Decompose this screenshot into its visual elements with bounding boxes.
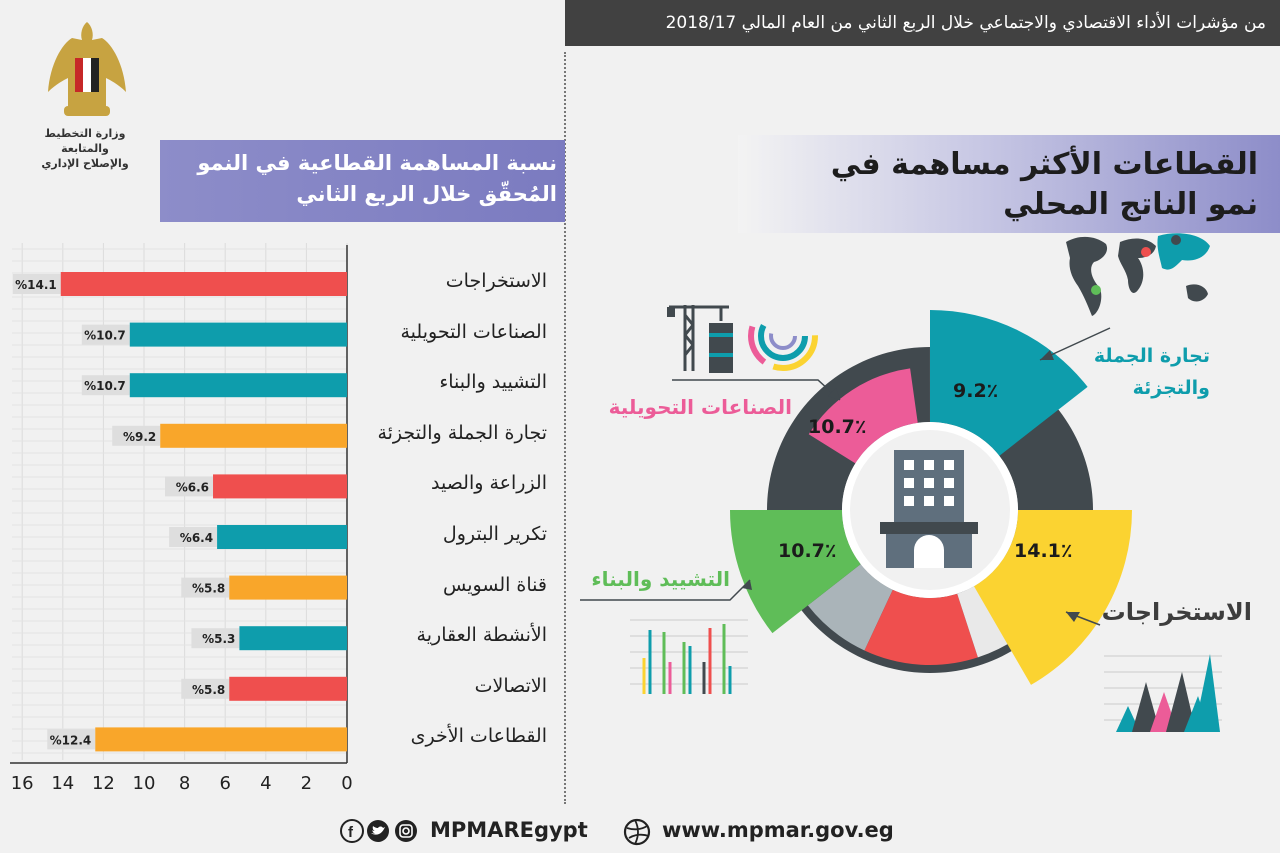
ring-value-label: 14.1٪ [1014,540,1073,562]
bar-value-box [81,324,130,345]
bar-value-label: %6.4 [180,531,213,545]
mini-area-chart-icon [1104,654,1222,732]
x-tick-label: 12 [91,773,115,794]
building-icon [880,450,978,568]
x-tick-label: 16 [10,773,34,794]
ring-neutral-segment [864,589,978,665]
bar-category-label: التشييد والبناء [439,371,547,394]
left-chart-title: نسبة المساهمة القطاعية في النمو المُحقّق… [160,140,565,222]
ring-value-label: 9.2٪ [953,380,999,402]
bar-category-label: قناة السويس [443,573,547,596]
bar-value-label: %5.3 [202,632,235,646]
website-link[interactable]: www.mpmar.gov.eg [662,818,894,842]
bar-value-box [181,577,230,598]
x-tick-label: 10 [132,773,156,794]
ring-slice [808,368,918,464]
bar-value-label: %10.7 [84,379,126,393]
eagle-emblem-icon [48,22,126,116]
label-extractions: الاستخراجات [1101,598,1252,626]
x-tick-label: 2 [300,773,313,794]
label-construction: التشييد والبناء [591,567,730,591]
label-manufacturing: الصناعات التحويلية [608,395,792,419]
ring-value-label: 10.7٪ [808,416,867,438]
bar-value-box [191,628,240,649]
x-tick-label: 6 [219,773,231,794]
bar-category-label: الاتصالات [474,674,547,697]
ministry-name-line2: والإصلاح الإداري [41,157,129,170]
bar-value-label: %10.7 [84,329,126,343]
circular-progress-icon [748,301,818,371]
web-globe-icon [623,818,651,846]
svg-text:f: f [348,824,354,841]
x-tick-label: 0 [341,773,353,794]
bar [213,474,347,499]
ring-value-label: 10.7٪ [778,540,837,562]
bar-category-label: الأنشطة العقارية [416,624,547,647]
ring-slice [930,310,1088,456]
ring-slice [974,510,1132,685]
facebook-icon: f [340,819,364,843]
bar [60,272,348,296]
bar-value-box [12,274,61,294]
ring-neutral-segment [807,564,893,651]
bar-category-label: القطاعات الأخرى [410,725,547,748]
bar [229,575,347,600]
label-wholesale-retail-text: تجارة الجملة والتجزئة [1093,345,1210,399]
bar-value-label: %14.1 [15,278,57,292]
bar [217,525,347,549]
header-banner: من مؤشرات الأداء الاقتصادي والاجتماعي خل… [565,0,1280,46]
bar-value-label: %12.4 [50,733,92,747]
bar-value-box [112,425,161,446]
ring-slice [730,510,861,634]
social-icons: f [340,818,422,844]
bar-category-label: تجارة الجملة والتجزئة [377,421,547,444]
mini-bar-chart-icon [630,619,748,694]
right-title-line1: القطاعات الأكثر مساهمة في [830,147,1258,182]
bar-value-box [165,476,214,497]
left-title-line2: المُحقّق خلال الربع الثاني [296,182,557,206]
bar [229,676,347,701]
bar [95,727,347,752]
bar-value-label: %5.8 [192,683,225,697]
right-chart-title: القطاعات الأكثر مساهمة في نمو الناتج الم… [738,135,1280,233]
bar-category-label: الزراعة والصيد [431,472,547,495]
bar-value-box [169,527,218,547]
bar-value-box [81,375,130,396]
sector-bar-chart: %14.1 %10.7 %10.7 %9.2 %6.6 %6.4 %5.8 %5.3 %5.8%… [10,243,348,764]
label-wholesale-retail: تجارة الجملة والتجزئة [1050,340,1210,404]
social-handle[interactable]: MPMAREgypt [430,818,588,842]
ministry-name: وزارة التخطيط والمتابعة والإصلاح الإداري [20,126,150,171]
right-title-line2: نمو الناتج المحلي [1003,187,1258,222]
twitter-icon [367,820,389,842]
ministry-name-line1: وزارة التخطيط والمتابعة [44,127,126,155]
world-map-icon [1066,233,1210,316]
bar-category-label: الاستخراجات [445,270,547,292]
bar-value-label: %5.8 [192,582,225,596]
x-tick-label: 4 [260,773,272,794]
x-tick-label: 14 [51,773,75,794]
instagram-icon [395,820,417,842]
bar-value-label: %6.6 [176,480,209,494]
bar-category-label: الصناعات التحويلية [400,320,548,343]
x-tick-label: 8 [178,773,191,794]
bar [239,626,347,651]
bar [129,322,347,347]
bar-category-label: تكرير البترول [442,523,547,545]
left-title-line1: نسبة المساهمة القطاعية في النمو [197,151,557,175]
bar-value-label: %9.2 [123,430,156,444]
section-divider [564,52,566,804]
bar-value-box [181,678,230,699]
bar [160,423,347,448]
bar-value-box [47,729,96,750]
bar [129,373,347,398]
crane-icon [667,305,733,373]
